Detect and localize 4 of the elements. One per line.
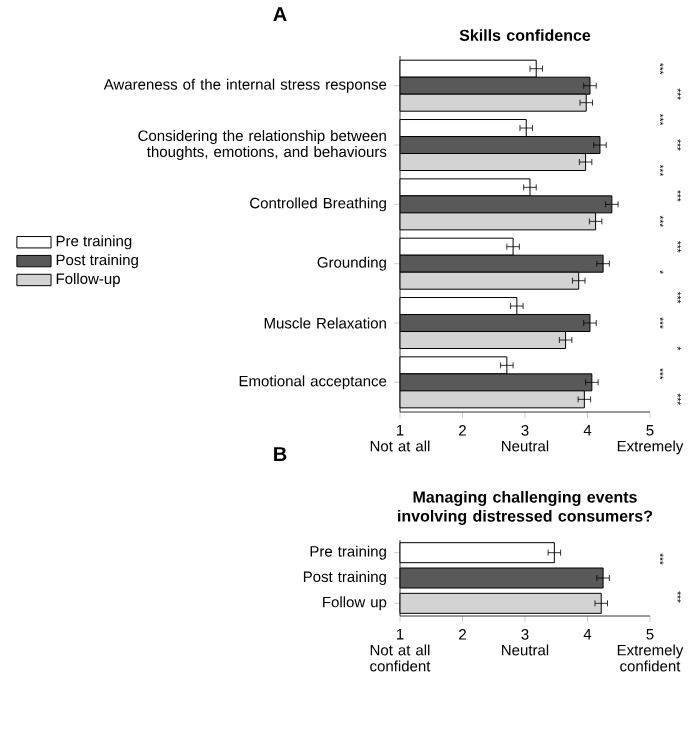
- chart-title: Skills confidence: [459, 29, 591, 41]
- chart-title: Managing challenging events involving distressed consumers?: [398, 490, 653, 525]
- text: A: [273, 7, 287, 21]
- text: B: [274, 447, 287, 461]
